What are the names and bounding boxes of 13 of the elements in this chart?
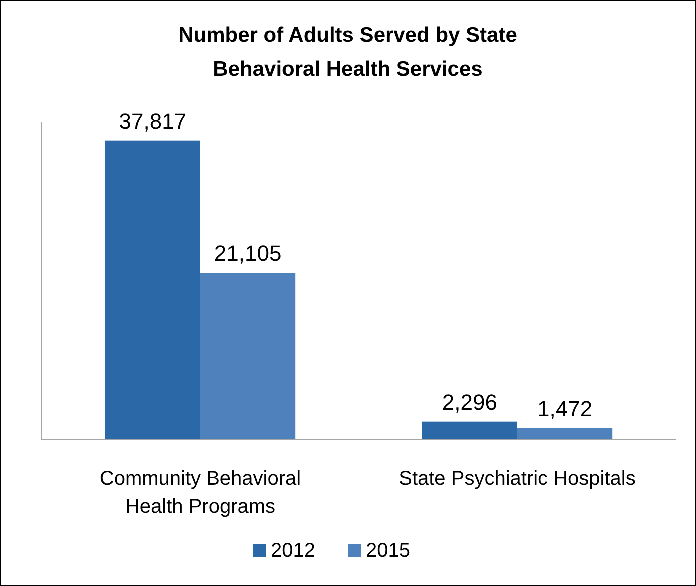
legend-label: 2015 xyxy=(366,540,410,562)
chart-title: Number of Adults Served by State Behavioral Health Services xyxy=(178,24,518,81)
bar xyxy=(105,140,200,440)
data-label: 21,105 xyxy=(214,241,282,266)
data-label: 37,817 xyxy=(119,108,187,134)
data-label: 1,472 xyxy=(538,396,593,422)
bar xyxy=(422,422,518,440)
x-tick-label: Community Behavioral Health Programs xyxy=(100,468,302,518)
legend-label: 2012 xyxy=(271,540,316,562)
bar xyxy=(200,273,296,440)
x-tick-label: State Psychiatric Hospitals xyxy=(399,468,636,490)
bar xyxy=(518,428,613,440)
data-label: 2,296 xyxy=(442,390,498,415)
